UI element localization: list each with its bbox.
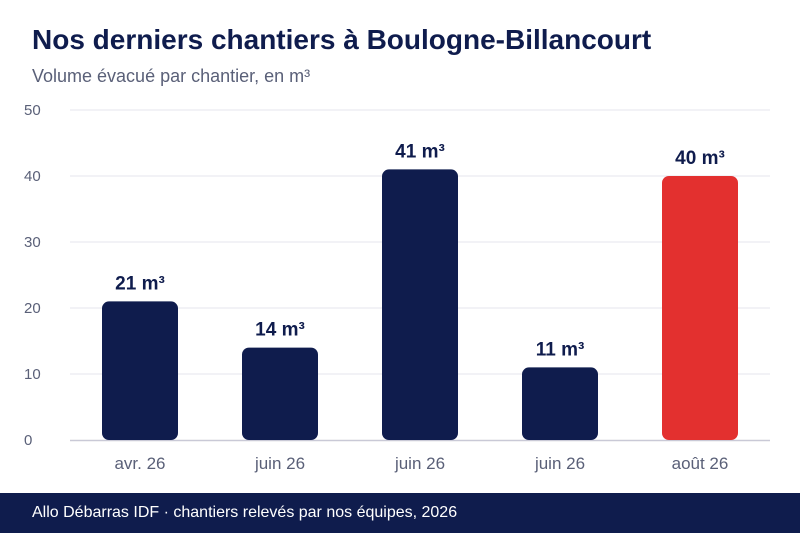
data-label: 14 m³ xyxy=(255,320,305,341)
bar xyxy=(662,176,738,440)
bar xyxy=(102,301,178,440)
bar xyxy=(522,367,598,440)
chart-title: Nos derniers chantiers à Boulogne-Billan… xyxy=(32,24,652,55)
x-tick-label: juin 26 xyxy=(534,454,585,473)
chart-subtitle: Volume évacué par chantier, en m³ xyxy=(32,66,311,86)
bar xyxy=(382,169,458,440)
y-tick-label: 30 xyxy=(24,234,41,251)
y-tick-label: 50 xyxy=(24,102,41,119)
bar xyxy=(242,347,318,440)
data-label: 41 m³ xyxy=(395,141,445,162)
footer-source: Allo Débarras IDF · chantiers relevés pa… xyxy=(32,504,458,521)
data-label: 11 m³ xyxy=(536,339,585,360)
footer-bar: Allo Débarras IDF · chantiers relevés pa… xyxy=(0,493,800,533)
data-label: 21 m³ xyxy=(115,273,165,294)
x-tick-label: juin 26 xyxy=(394,454,445,473)
x-tick-label: juin 26 xyxy=(254,454,305,473)
y-tick-label: 20 xyxy=(24,300,41,317)
data-label: 40 m³ xyxy=(675,148,725,169)
y-tick-label: 0 xyxy=(24,432,32,449)
x-tick-label: avr. 26 xyxy=(114,454,165,473)
y-tick-label: 10 xyxy=(24,366,41,383)
x-tick-label: août 26 xyxy=(672,454,729,473)
bar-chart: 0 10 20 30 40 50 21 m³ avr. 26 14 m³ juin 26 41 m³… xyxy=(24,102,770,473)
y-tick-label: 40 xyxy=(24,168,41,185)
